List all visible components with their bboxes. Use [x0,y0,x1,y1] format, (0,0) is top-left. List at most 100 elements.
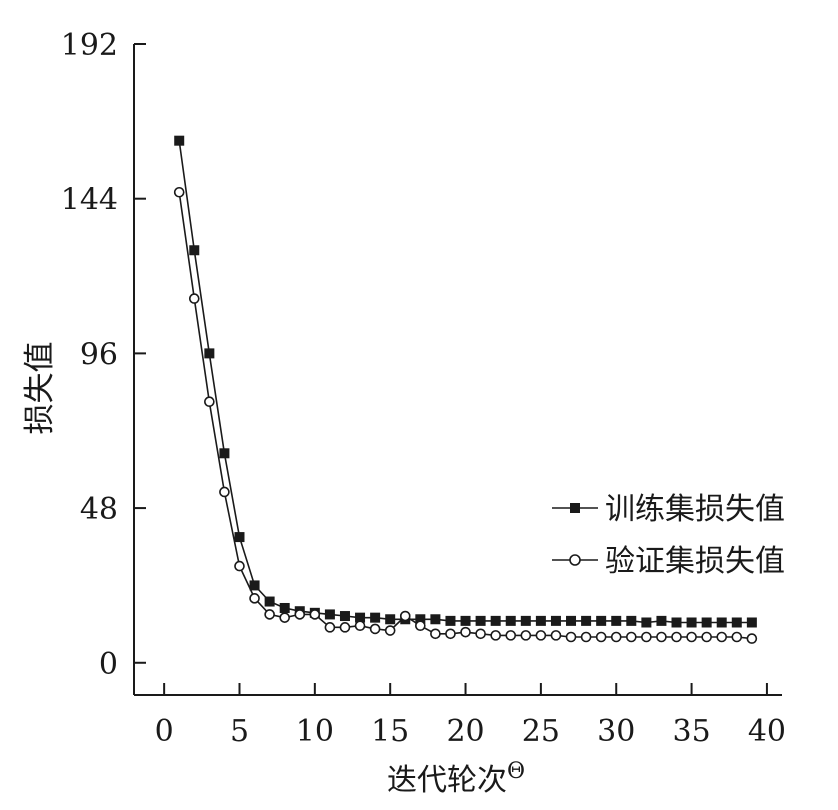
y-tick-label: 144 [61,183,118,218]
train-point [611,615,622,626]
legend-marker-square [570,503,580,513]
train-point [249,580,260,591]
train-point [641,617,652,628]
train-point [535,615,546,626]
val-point [610,631,622,643]
val-point [716,631,728,643]
train-point [324,609,335,620]
x-tick-label: 20 [446,714,484,749]
train-point [686,617,697,628]
val-point [460,626,471,638]
x-axis-label: 迭代轮次Θ [387,759,525,798]
train-point [415,614,426,625]
legend-marker-circle [569,554,581,566]
train-point [370,612,381,623]
val-point [671,631,682,643]
val-point [309,609,321,620]
val-point [384,625,396,636]
train-point [460,615,471,626]
train-point [445,615,456,626]
train-point [656,615,667,626]
legend-item-val: 验证集损失值 [552,544,785,579]
val-point [490,630,501,641]
train-point [490,615,501,626]
train-point [701,617,712,628]
val-point [731,631,743,643]
x-tick-label: 10 [296,714,334,749]
x-ticks: 0 5 10 15 20 25 30 35 40 [155,683,786,749]
train-point [279,602,290,613]
train-point [385,614,396,625]
train-point [174,135,185,146]
train-point [505,615,516,626]
legend-label-val: 验证集损失值 [605,544,785,579]
x-tick-label: 15 [371,714,409,749]
train-point [355,612,366,623]
y-axis-label: 损失值 [22,342,58,435]
x-axis-label-text: 迭代轮次 [387,763,507,798]
x-tick-label: 0 [155,714,174,749]
y-tick-label: 96 [80,337,118,372]
val-point [173,186,185,198]
val-point [294,609,306,620]
train-point [746,617,757,628]
val-point [535,630,547,641]
legend: 训练集损失值 验证集损失值 [552,492,785,579]
train-point [520,615,531,626]
x-axis-label-symbol: Θ [507,759,525,784]
val-point [415,620,426,632]
legend-label-train: 训练集损失值 [605,492,785,527]
train-point [581,615,592,626]
train-point [566,615,577,626]
series-layer [173,135,758,644]
val-point [550,630,562,641]
val-point [445,628,456,640]
val-point [475,628,486,640]
y-tick-label: 48 [80,492,118,527]
train-point [219,448,230,459]
x-tick-label: 30 [597,714,635,749]
val-point [354,620,366,632]
y-ticks: 0 48 96 144 192 [61,28,146,682]
val-point [324,622,336,633]
val-point [505,630,517,641]
val-point [746,633,758,644]
val-point [249,593,260,604]
x-tick-label: 35 [672,714,710,749]
val-point [339,622,351,633]
val-point [656,631,667,643]
val-point [430,628,441,640]
train-point [596,615,607,626]
val-point [399,610,411,622]
legend-item-train: 训练集损失值 [552,492,785,527]
train-point [626,615,637,626]
train-point [339,611,350,622]
x-tick-label: 5 [230,714,249,749]
val-point [565,631,577,643]
val-point [701,631,712,643]
val-point [279,612,290,623]
val-point [369,623,381,635]
axes [133,44,782,696]
train-point [475,615,486,626]
val-point [188,293,200,304]
val-point [204,396,215,408]
train-point [430,614,441,625]
val-point [520,630,532,641]
train-point [234,532,245,543]
val-point [641,631,652,643]
train-point [671,617,682,628]
val-point [580,631,592,643]
x-tick-label: 40 [748,714,786,749]
y-tick-label: 0 [99,647,118,682]
val-point [595,631,607,643]
val-point [234,560,245,572]
train-point [189,245,200,256]
x-tick-label: 25 [522,714,560,749]
train-point [204,348,215,359]
val-point [264,609,275,620]
train-point [264,596,275,607]
train-point [731,617,742,628]
train-point [716,617,727,628]
